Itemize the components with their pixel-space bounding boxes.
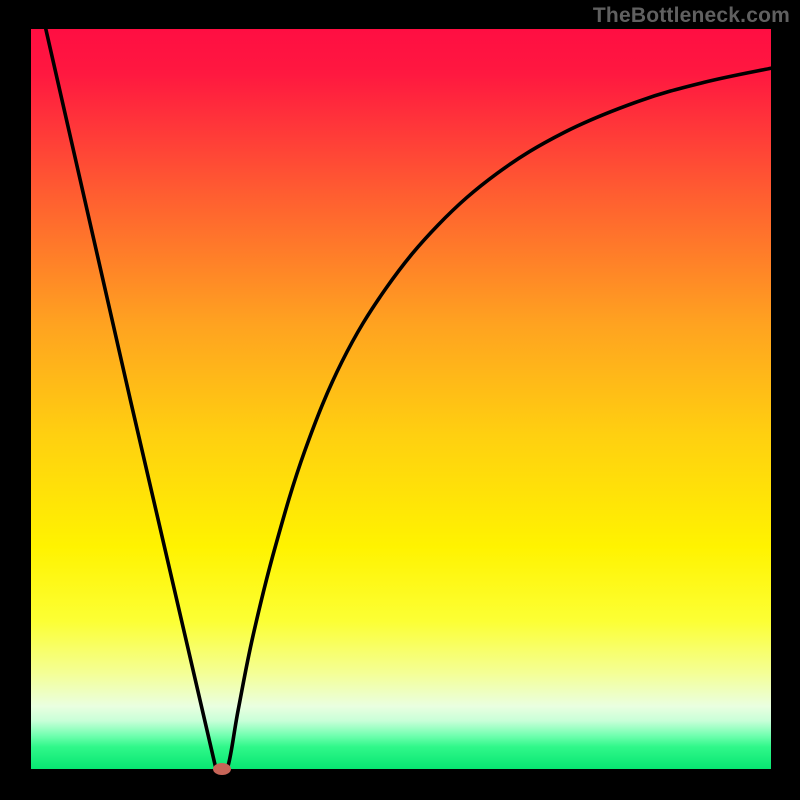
bottleneck-curve (46, 29, 771, 769)
chart-container: TheBottleneck.com (0, 0, 800, 800)
optimal-point-marker (213, 763, 231, 775)
curve-svg (31, 29, 771, 769)
plot-area (31, 29, 771, 769)
watermark-text: TheBottleneck.com (593, 4, 790, 28)
